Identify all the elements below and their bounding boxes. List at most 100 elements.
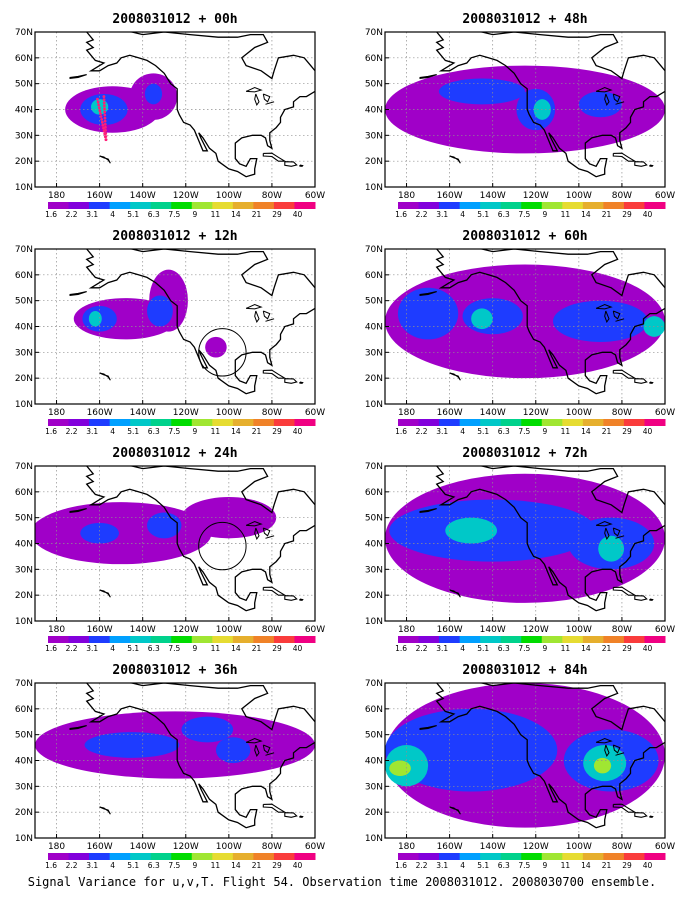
island-outline xyxy=(612,369,637,379)
x-tick-label: 160W xyxy=(87,625,113,635)
track-point xyxy=(96,97,99,101)
colorbar-swatch xyxy=(418,419,440,426)
y-tick-label: 30N xyxy=(15,565,33,575)
colorbar-label: 29 xyxy=(272,861,282,870)
track-point xyxy=(102,104,106,108)
colorbar-swatch xyxy=(232,853,254,860)
colorbar-label: 14 xyxy=(231,210,241,219)
colorbar-swatch xyxy=(541,202,563,209)
y-tick-label: 20N xyxy=(15,808,33,818)
y-tick-label: 60N xyxy=(365,54,383,64)
colorbar-swatch xyxy=(48,202,70,209)
colorbar-label: 21 xyxy=(252,861,262,870)
colorbar-label: 4 xyxy=(460,427,465,436)
colorbar-swatch xyxy=(68,419,90,426)
colorbar-label: 29 xyxy=(272,644,282,653)
y-tick-label: 40N xyxy=(15,540,33,550)
track-point xyxy=(102,98,106,102)
x-tick-label: 100W xyxy=(566,408,592,418)
x-tick-label: 100W xyxy=(216,408,242,418)
colorbar-label: 11 xyxy=(561,861,571,870)
x-tick-label: 180 xyxy=(398,191,415,201)
colorbar-label: 6.3 xyxy=(498,210,510,219)
colorbar-label: 40 xyxy=(293,210,303,219)
coastline xyxy=(85,32,315,178)
lake-outline xyxy=(254,310,260,323)
island-outline xyxy=(69,725,87,731)
colorbar-label: 29 xyxy=(622,210,632,219)
colorbar-swatch xyxy=(603,202,625,209)
x-tick-label: 160W xyxy=(437,842,463,852)
colorbar-label: 11 xyxy=(211,861,221,870)
island-outline xyxy=(634,378,648,384)
colorbar-swatch xyxy=(109,419,131,426)
colorbar-label: 1.6 xyxy=(45,644,57,653)
x-tick-label: 160W xyxy=(437,408,463,418)
island-outline xyxy=(99,806,111,815)
colorbar-swatch xyxy=(623,853,645,860)
colorbar-swatch xyxy=(150,853,172,860)
y-tick-label: 20N xyxy=(15,157,33,167)
colorbar-label: 3.1 xyxy=(436,210,448,219)
colorbar-label: 40 xyxy=(643,427,653,436)
colorbar-swatch xyxy=(562,202,584,209)
x-tick-label: 60W xyxy=(655,191,675,201)
lake-outline xyxy=(245,86,263,93)
y-tick-label: 10N xyxy=(365,617,383,627)
colorbar-label: 11 xyxy=(211,427,221,436)
colorbar-label: 5.1 xyxy=(127,210,139,219)
colorbar-label: 6.3 xyxy=(148,861,160,870)
island-outline xyxy=(299,164,304,167)
y-tick-label: 70N xyxy=(365,679,383,689)
coastline xyxy=(435,466,665,612)
colorbar-label: 5.1 xyxy=(477,861,489,870)
colorbar-label: 6.3 xyxy=(148,210,160,219)
y-tick-label: 20N xyxy=(365,374,383,384)
track-point xyxy=(103,119,107,123)
colorbar-label: 40 xyxy=(643,861,653,870)
track-point xyxy=(98,109,102,113)
colorbar-swatch xyxy=(398,636,420,643)
colorbar-swatch xyxy=(109,636,131,643)
colorbar-swatch xyxy=(644,636,666,643)
colorbar-swatch xyxy=(439,636,461,643)
colorbar-swatch xyxy=(500,636,522,643)
colorbar-label: 7.5 xyxy=(518,644,530,653)
y-tick-label: 70N xyxy=(365,245,383,255)
colorbar-swatch xyxy=(48,419,70,426)
colorbar-swatch xyxy=(521,636,543,643)
lake-outline xyxy=(262,527,271,537)
variance-region xyxy=(144,83,163,105)
lake-outline xyxy=(595,86,613,93)
x-tick-label: 180 xyxy=(398,842,415,852)
x-tick-label: 180 xyxy=(398,625,415,635)
track-point xyxy=(102,95,106,98)
y-tick-label: 70N xyxy=(365,462,383,472)
y-tick-label: 30N xyxy=(365,565,383,575)
colorbar-label: 40 xyxy=(643,210,653,219)
colorbar-label: 9 xyxy=(542,210,547,219)
colorbar-swatch xyxy=(480,853,502,860)
x-tick-label: 80W xyxy=(262,625,282,635)
y-tick-label: 10N xyxy=(15,400,33,410)
colorbar-swatch xyxy=(273,636,295,643)
x-tick-label: 180 xyxy=(48,625,65,635)
x-tick-label: 60W xyxy=(655,408,675,418)
colorbar-label: 1.6 xyxy=(395,427,407,436)
colorbar-label: 2.2 xyxy=(66,644,78,653)
colorbar-swatch xyxy=(603,636,625,643)
track-point xyxy=(97,103,101,107)
colorbar-swatch xyxy=(191,202,213,209)
island-outline xyxy=(649,381,654,384)
colorbar-label: 40 xyxy=(293,861,303,870)
island-outline xyxy=(284,812,298,818)
panel-title: 2008031012 + 60h xyxy=(462,229,587,244)
variance-region xyxy=(553,300,648,343)
coastline xyxy=(85,249,315,395)
colorbar-label: 2.2 xyxy=(416,427,428,436)
variance-region xyxy=(471,308,493,330)
island-outline xyxy=(612,152,637,162)
colorbar-swatch xyxy=(500,419,522,426)
panel-plot-area xyxy=(385,683,665,838)
lake-outline xyxy=(254,527,260,540)
